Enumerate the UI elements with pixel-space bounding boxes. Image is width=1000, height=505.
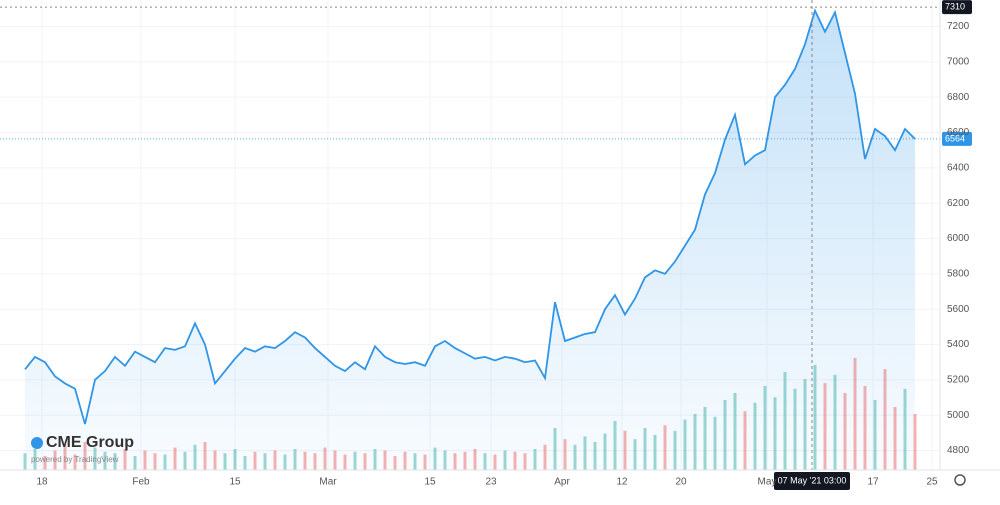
y-tick-label: 6200 [947,198,970,209]
price-line [24,8,916,425]
x-tick-label: 20 [675,477,687,488]
x-tick-label: 23 [485,477,497,488]
area-fill [25,10,915,471]
x-tick-label: 17 [867,477,879,488]
y-tick-label: 6800 [947,92,970,103]
y-tick-label: 4800 [947,445,970,456]
y-tick-label: 5600 [947,304,970,315]
x-tick-label: May [758,477,777,488]
settings-gear[interactable] [954,474,966,486]
high-label-box [942,0,972,15]
high-label: 7310 [945,1,965,11]
x-tick-label: 25 [926,477,938,488]
y-tick-label: 5400 [947,339,970,350]
y-tick-label: 6400 [947,162,970,173]
last-price-label: 6564 [945,133,965,143]
powered-by: powered by TradingView [31,455,119,464]
x-tick-label: Mar [319,477,337,488]
y-tick-label: 7200 [947,21,970,32]
x-tick-label: Apr [554,477,570,488]
logo: CME Group [46,434,134,451]
x-tick-label: 15 [229,477,241,488]
last-price-box [942,131,972,146]
y-tick-label: 5000 [947,410,970,421]
crosshair-box [774,472,850,490]
x-tick-label: Feb [132,477,150,488]
y-tick-label: 6000 [947,233,970,244]
y-tick-label: 7000 [947,56,970,67]
y-tick-label: 6600 [947,127,970,138]
x-tick-label: 12 [616,477,628,488]
x-tick-label: 18 [36,477,48,488]
y-tick-label: 5200 [947,375,970,386]
y-tick-label: 5800 [947,269,970,280]
crosshair-label: 07 May '21 03:00 [778,475,847,485]
logo-icon [31,437,43,449]
x-tick-label: 15 [424,477,436,488]
settings-icon[interactable] [954,474,966,486]
